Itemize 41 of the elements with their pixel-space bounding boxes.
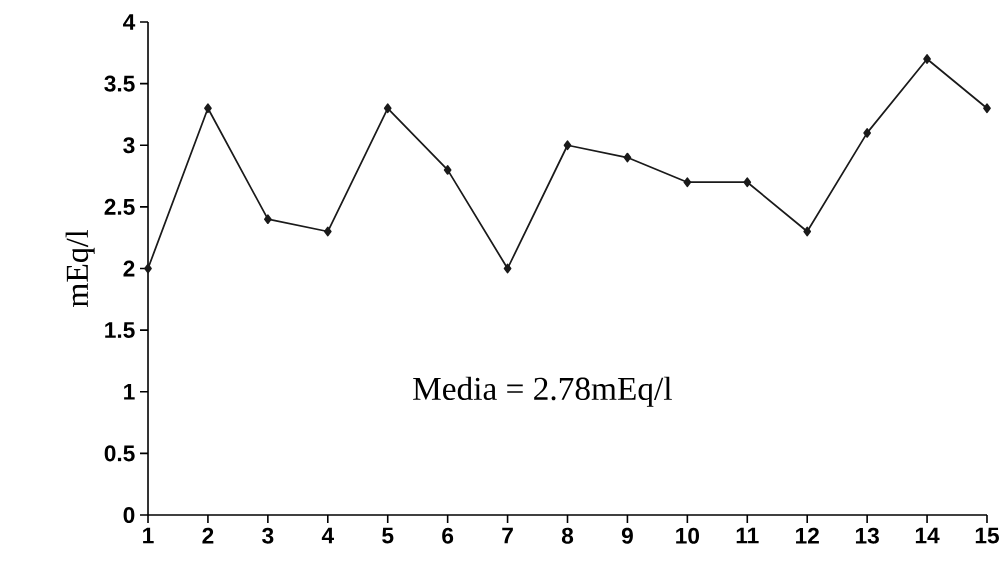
point bbox=[863, 128, 872, 138]
point bbox=[623, 152, 632, 163]
y-tick-label: 1 bbox=[124, 383, 135, 400]
point bbox=[923, 54, 931, 64]
y-tick-label: 3 bbox=[123, 137, 135, 154]
point bbox=[323, 226, 332, 237]
point bbox=[503, 263, 512, 274]
point bbox=[803, 226, 812, 237]
x-tick-label: 13 bbox=[855, 527, 879, 544]
y-tick-label: 3.5 bbox=[104, 75, 135, 92]
y-tick-label: 0.5 bbox=[104, 445, 135, 462]
point bbox=[263, 214, 272, 225]
point bbox=[383, 103, 392, 114]
y-tick-label: 2 bbox=[123, 260, 135, 277]
point bbox=[443, 165, 452, 175]
x-tick-label: 4 bbox=[321, 527, 334, 544]
point bbox=[563, 140, 572, 151]
y-tick-label: 2.5 bbox=[104, 198, 135, 215]
annotation: Media = 2.78mEq/l bbox=[413, 376, 672, 407]
point bbox=[683, 177, 692, 188]
x-tick-label: 14 bbox=[915, 527, 940, 544]
y-axis-title: mEq/l bbox=[65, 230, 95, 307]
point bbox=[144, 263, 152, 274]
x-tick-label: 15 bbox=[975, 527, 999, 544]
x-tick-label: 10 bbox=[676, 527, 700, 544]
x-tick-label: 11 bbox=[736, 527, 759, 544]
x-tick-label: 8 bbox=[561, 527, 574, 544]
y-tick-label: 4 bbox=[123, 14, 136, 30]
x-tick-label: 3 bbox=[262, 527, 274, 544]
point bbox=[983, 103, 991, 114]
x-tick-label: 5 bbox=[382, 527, 394, 544]
point bbox=[743, 177, 752, 188]
y-tick-label: 1.5 bbox=[105, 322, 135, 339]
x-tick-label: 9 bbox=[621, 527, 633, 544]
x-tick-label: 6 bbox=[442, 527, 454, 544]
x-tick-label: 7 bbox=[502, 527, 513, 544]
y-tick-label: 0 bbox=[123, 506, 135, 524]
x-tick-label: 1 bbox=[143, 527, 154, 544]
x-tick-label: 12 bbox=[796, 527, 819, 544]
point bbox=[204, 103, 212, 114]
x-tick-label: 2 bbox=[202, 527, 214, 544]
